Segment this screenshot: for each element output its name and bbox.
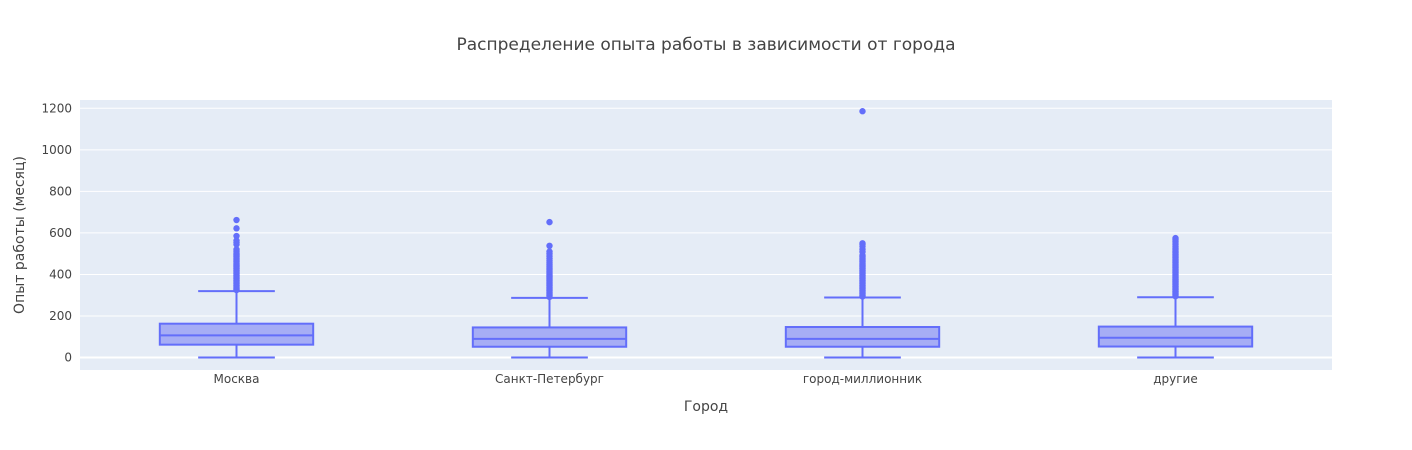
x-tick-label: Москва (214, 372, 260, 386)
y-axis-ticks: 0 200 400 600 800 1000 1200 (41, 101, 72, 364)
outlier-point (859, 240, 866, 247)
x-tick-label: другие (1153, 372, 1198, 386)
outlier-point (233, 216, 240, 224)
outlier-point (233, 237, 240, 244)
x-axis-title: Город (684, 399, 728, 415)
boxes (158, 108, 1254, 359)
outlier-point (859, 108, 866, 115)
box-1 (158, 216, 315, 359)
outlier-point (233, 246, 240, 253)
y-tick-label: 1200 (41, 101, 72, 115)
box-3 (784, 108, 941, 359)
iqr-box (158, 322, 315, 346)
outlier-point (546, 218, 553, 226)
outlier-point (233, 225, 240, 232)
gridlines (80, 107, 1332, 359)
box-2 (471, 218, 628, 359)
box-4 (1097, 234, 1254, 359)
y-tick-label: 800 (49, 184, 72, 198)
y-tick-label: 0 (64, 351, 72, 365)
outlier-point (546, 248, 553, 255)
x-tick-label: Санкт-Петербург (495, 372, 604, 386)
x-axis-ticks: Москва Санкт-Петербург город-миллионник дру… (214, 372, 1198, 386)
outlier-point (1172, 234, 1179, 242)
x-tick-label: город-миллионник (803, 372, 922, 386)
iqr-box (471, 326, 628, 348)
chart-title: Распределение опыта работы в зависимости… (456, 35, 955, 55)
iqr-box (784, 326, 941, 348)
y-tick-label: 400 (49, 267, 72, 281)
y-axis-title: Опыт работы (месяц) (12, 156, 28, 314)
y-tick-label: 1000 (41, 143, 72, 157)
iqr-box (1097, 325, 1254, 348)
outlier-point (233, 232, 240, 240)
y-tick-label: 600 (49, 226, 72, 240)
outlier-point (546, 242, 553, 249)
y-tick-label: 200 (49, 309, 72, 323)
